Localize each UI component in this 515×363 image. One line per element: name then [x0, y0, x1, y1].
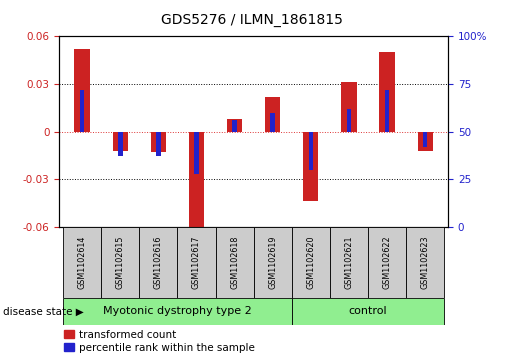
Bar	[194, 132, 199, 174]
Bar	[215, 227, 253, 298]
Bar	[156, 132, 161, 156]
Text: GSM1102620: GSM1102620	[306, 236, 315, 289]
Bar	[292, 298, 444, 325]
Bar	[368, 227, 406, 298]
Bar	[418, 132, 433, 151]
Text: GSM1102622: GSM1102622	[383, 236, 391, 289]
Bar	[380, 52, 394, 132]
Text: GDS5276 / ILMN_1861815: GDS5276 / ILMN_1861815	[161, 13, 344, 27]
Bar	[292, 227, 330, 298]
Bar	[406, 227, 444, 298]
Bar	[253, 227, 292, 298]
Bar	[265, 97, 280, 132]
Bar	[303, 132, 318, 201]
Bar	[151, 132, 166, 152]
Bar	[341, 82, 356, 132]
Bar	[80, 90, 84, 132]
Text: GSM1102623: GSM1102623	[421, 236, 430, 289]
Bar	[118, 132, 123, 156]
Text: GSM1102618: GSM1102618	[230, 236, 239, 289]
Text: GSM1102619: GSM1102619	[268, 236, 277, 289]
Bar	[423, 132, 427, 147]
Text: GSM1102614: GSM1102614	[78, 236, 87, 289]
Bar	[308, 132, 313, 170]
Text: GSM1102615: GSM1102615	[116, 236, 125, 289]
Bar	[63, 227, 101, 298]
Bar	[101, 227, 139, 298]
Text: disease state ▶: disease state ▶	[3, 306, 83, 316]
Text: GSM1102617: GSM1102617	[192, 236, 201, 289]
Bar	[385, 90, 389, 132]
Bar	[63, 298, 292, 325]
Bar	[270, 113, 275, 132]
Bar	[232, 120, 237, 132]
Bar	[189, 132, 204, 240]
Bar	[330, 227, 368, 298]
Text: Myotonic dystrophy type 2: Myotonic dystrophy type 2	[103, 306, 252, 316]
Bar	[139, 227, 177, 298]
Bar	[75, 49, 90, 132]
Bar	[227, 119, 242, 132]
Legend: transformed count, percentile rank within the sample: transformed count, percentile rank withi…	[64, 330, 255, 353]
Text: GSM1102621: GSM1102621	[345, 236, 353, 289]
Text: control: control	[349, 306, 387, 316]
Text: GSM1102616: GSM1102616	[154, 236, 163, 289]
Bar	[113, 132, 128, 151]
Bar	[347, 109, 351, 132]
Bar	[177, 227, 215, 298]
